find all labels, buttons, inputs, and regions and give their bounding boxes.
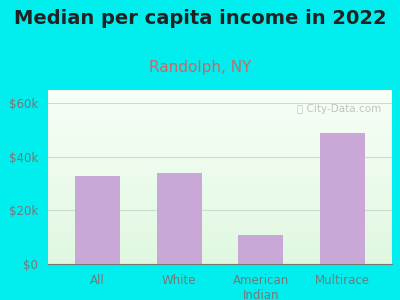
Bar [320, 133, 365, 264]
Bar [156, 173, 202, 264]
Bar [238, 235, 284, 264]
Text: Median per capita income in 2022: Median per capita income in 2022 [14, 9, 386, 28]
Text: ⓘ City-Data.com: ⓘ City-Data.com [298, 104, 382, 114]
Text: Randolph, NY: Randolph, NY [149, 60, 251, 75]
Bar [75, 176, 120, 264]
